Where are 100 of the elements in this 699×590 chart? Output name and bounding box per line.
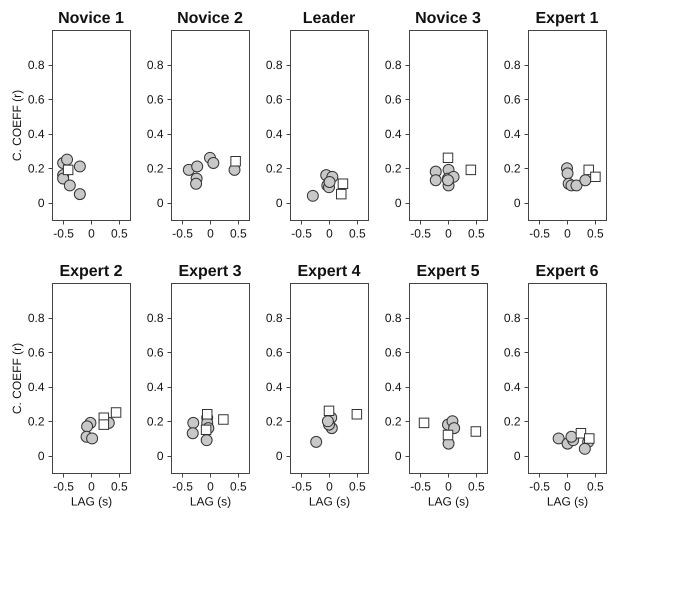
point [442, 430, 454, 440]
x-tick-label: 0.5 [230, 226, 248, 240]
y-tick-label: 0.6 [28, 92, 45, 107]
x-tick-label: 0.5 [230, 480, 248, 494]
chart-title: Novice 1 [58, 10, 124, 27]
y-tick-label: 0.2 [146, 162, 164, 176]
y-tick-label: 0.6 [266, 92, 283, 107]
y-tick-label: 0.4 [266, 380, 283, 394]
x-tick-label: -0.5 [410, 226, 432, 240]
y-tick-label: 0.8 [28, 58, 45, 72]
x-tick-label: -0.5 [529, 226, 550, 240]
point [552, 432, 565, 444]
y-tick-label: 0.4 [384, 127, 402, 142]
y-tick-label: 0.6 [146, 346, 164, 360]
chart-title: Novice 2 [177, 10, 244, 27]
x-tick-label: 0.5 [587, 226, 604, 240]
y-tick-label: 0 [514, 196, 521, 210]
point [62, 164, 74, 176]
y-tick-label: 0.8 [384, 58, 402, 72]
y-tick-label: 0.6 [28, 346, 45, 360]
x-axis-title: LAG (s) [70, 494, 112, 508]
x-tick-label: -0.5 [172, 226, 194, 240]
y-tick-label: 0.2 [146, 414, 164, 429]
point [579, 174, 592, 186]
y-tick-label: 0.8 [384, 311, 402, 326]
point [562, 167, 574, 180]
y-tick-label: 0.8 [266, 311, 283, 326]
y-tick-label: 0.2 [504, 162, 521, 176]
x-tick-label: 0 [564, 226, 572, 240]
y-tick-label: 0.4 [384, 380, 402, 394]
y-tick-label: 0.6 [504, 92, 521, 107]
point [565, 430, 578, 443]
x-tick-label: 0 [207, 226, 214, 240]
y-tick-label: 0 [514, 449, 521, 464]
y-tick-label: 0.6 [146, 92, 164, 107]
point [74, 188, 86, 200]
y-tick-label: 0.4 [504, 380, 521, 394]
y-tick-label: 0.8 [266, 58, 283, 72]
chart-title: Expert 6 [535, 263, 599, 280]
point [64, 179, 76, 192]
y-axis-title: C. COEFF (r) [10, 342, 24, 414]
x-tick-label: 0.5 [111, 480, 128, 494]
point [202, 409, 212, 420]
y-tick-label: 0.8 [146, 58, 164, 72]
y-tick-label: 0.4 [28, 380, 45, 394]
y-tick-label: 0.4 [146, 127, 164, 142]
point [570, 179, 582, 192]
x-tick-label: 0.5 [111, 226, 128, 240]
point [98, 419, 110, 430]
x-tick-label: 0 [88, 480, 96, 494]
x-axis-title: LAG (s) [190, 494, 232, 508]
y-tick-label: 0.2 [384, 414, 402, 429]
chart-title: Expert 1 [535, 10, 599, 27]
y-tick-label: 0.4 [28, 127, 45, 142]
x-tick-label: 0 [564, 480, 572, 494]
chart-title: Expert 2 [59, 263, 123, 280]
y-tick-label: 0 [156, 449, 164, 464]
x-tick-label: -0.5 [172, 480, 194, 494]
x-tick-label: -0.5 [291, 480, 312, 494]
y-tick-label: 0 [394, 196, 402, 210]
y-tick-label: 0.8 [504, 311, 521, 326]
y-tick-label: 0 [38, 196, 45, 210]
y-tick-label: 0 [276, 449, 283, 464]
point [190, 178, 202, 190]
point [74, 160, 86, 172]
point [61, 154, 74, 166]
point [200, 424, 212, 436]
x-tick-label: 0 [207, 480, 214, 494]
x-tick-label: -0.5 [410, 480, 432, 494]
y-tick-label: 0.4 [266, 127, 283, 142]
x-tick-label: 0 [445, 226, 452, 240]
point [324, 176, 336, 188]
y-tick-label: 0.8 [146, 311, 164, 326]
y-tick-label: 0 [156, 196, 164, 210]
y-tick-label: 0.6 [384, 346, 402, 360]
x-tick-label: 0 [326, 480, 334, 494]
chart-title: Expert 3 [178, 263, 242, 280]
point [200, 434, 213, 446]
point [81, 420, 94, 432]
y-tick-label: 0 [276, 196, 283, 210]
x-tick-label: 0.5 [587, 480, 604, 494]
y-tick-label: 0.6 [504, 346, 521, 360]
x-tick-label: -0.5 [53, 226, 74, 240]
x-tick-label: 0 [445, 480, 452, 494]
x-axis-title: LAG (s) [428, 494, 470, 508]
point [324, 406, 334, 416]
y-tick-label: 0 [394, 449, 402, 464]
y-tick-label: 0 [38, 449, 45, 464]
point [186, 427, 199, 440]
chart-title: Novice 3 [415, 10, 482, 27]
y-tick-label: 0.6 [266, 346, 283, 360]
point [187, 416, 200, 429]
x-tick-label: -0.5 [529, 480, 550, 494]
y-tick-label: 0.8 [28, 311, 45, 326]
point [584, 433, 595, 444]
y-tick-label: 0.6 [384, 92, 402, 107]
point [310, 436, 322, 448]
chart-title: Leader [302, 10, 356, 27]
x-tick-label: 0.5 [468, 480, 486, 494]
y-tick-label: 0.2 [266, 414, 283, 429]
